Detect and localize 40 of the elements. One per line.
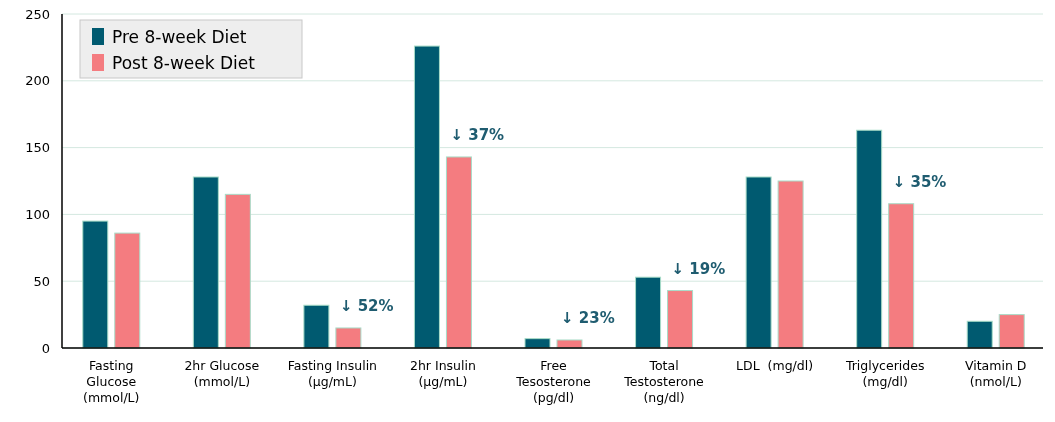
bar [524,338,551,349]
x-tick-label: Fasting Insulin (µg/mL) [287,358,378,389]
bar [192,176,219,349]
annotation: ↓ 52% [339,297,394,316]
bar [635,276,662,349]
x-tick-label: 2hr Glucose (mmol/L) [184,358,260,389]
bar [966,320,993,349]
annotation: ↓ 37% [450,126,505,145]
bar [224,193,251,349]
legend-label: Pre 8-week Diet [112,26,247,47]
x-tick-label: Free Tesosterone (pg/dl) [515,358,592,405]
y-tick-label: 0 [41,340,50,356]
annotation: ↓ 35% [892,172,947,191]
bar [413,45,440,349]
x-tick-label: Vitamin D (nmol/L) [964,358,1027,389]
x-tick-label: LDL (mg/dl) [736,358,814,373]
x-tick-label: Total Testosterone (ng/dl) [623,358,705,405]
bar [777,180,804,349]
y-tick-label: 100 [25,206,50,222]
bar [888,203,915,349]
bar [667,290,694,349]
bar [856,129,883,349]
y-tick-label: 250 [25,6,50,22]
x-tick-label: 2hr Insulin (µg/mL) [409,358,476,389]
annotation: ↓ 19% [671,259,726,278]
legend-label: Post 8-week Diet [112,52,256,73]
x-tick-label: Fasting Glucose (mmol/L) [83,358,140,405]
bar [82,220,109,349]
y-tick-label: 150 [25,140,50,156]
bar [114,232,141,349]
bar [556,339,583,349]
y-tick-label: 50 [33,273,50,289]
bar [745,176,772,349]
y-tick-label: 200 [25,73,50,89]
bar [445,156,472,349]
x-tick-label: Triglycerides (mg/dl) [844,358,925,389]
bar [335,327,362,349]
annotation: ↓ 23% [561,309,615,328]
bar [303,304,330,349]
bar [998,314,1025,349]
